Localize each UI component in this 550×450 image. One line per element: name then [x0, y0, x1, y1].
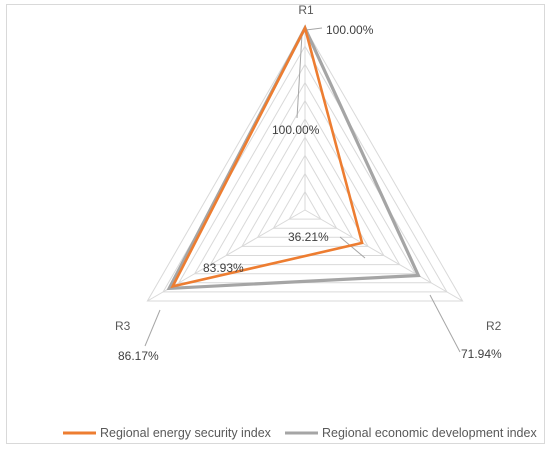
grid-ring-3: [256, 154, 354, 238]
axis-label-r1: R1: [298, 3, 314, 17]
leader-line-economic-r2: [429, 294, 461, 353]
grid-ring-7: [193, 81, 417, 275]
radar-spokes: [147, 28, 463, 302]
data-label-economic-r3: 86.17%: [118, 349, 159, 363]
legend: Regional energy security index Regional …: [63, 426, 537, 440]
data-label-energy-r3: 83.93%: [203, 261, 244, 275]
grid-ring-10: [146, 27, 464, 302]
axis-label-r3: R3: [115, 319, 131, 333]
data-label-economic-r2: 71.94%: [461, 347, 502, 361]
grid-ring-1: [288, 190, 322, 220]
spoke-r2: [304, 209, 463, 302]
grid-ring-4: [241, 136, 369, 247]
label-leader-lines: [144, 27, 461, 353]
leader-line-energy-r2: [339, 236, 366, 259]
data-label-energy-r2: 36.21%: [288, 230, 329, 244]
legend-label-energy: Regional energy security index: [100, 426, 272, 440]
leader-line-economic-r3: [144, 309, 161, 347]
legend-label-economic: Regional economic development index: [322, 426, 537, 440]
grid-ring-2: [272, 172, 338, 229]
data-label-energy-r1: 100.00%: [272, 123, 320, 137]
series-economic-development-line: [166, 24, 421, 291]
series-energy-security-line: [170, 24, 364, 289]
leader-line-economic-r1: [305, 27, 323, 31]
data-label-economic-r1: 100.00%: [326, 23, 374, 37]
radar-series: [166, 24, 421, 291]
axis-label-r2: R2: [486, 319, 502, 333]
leader-line-energy-r1: [296, 33, 303, 119]
grid-ring-6: [209, 99, 401, 266]
